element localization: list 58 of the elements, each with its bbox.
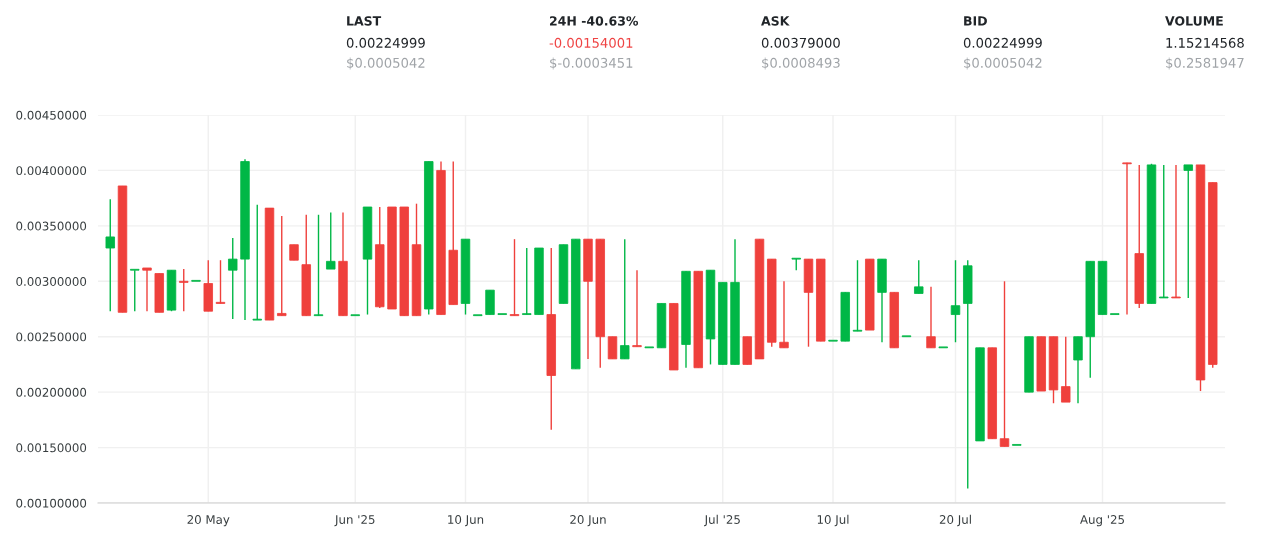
y-tick-label: 0.00400000 xyxy=(16,166,87,176)
y-tick-label: 0.00150000 xyxy=(16,443,87,453)
candlestick xyxy=(228,237,238,320)
text: BID xyxy=(964,16,987,26)
candlestick xyxy=(179,268,189,312)
text: VOLUME xyxy=(1165,16,1223,26)
x-tick-label: 10 Jun xyxy=(448,515,484,527)
candlestick xyxy=(105,198,115,312)
candlestick xyxy=(142,267,152,312)
candlestick xyxy=(1171,164,1181,299)
candlestick xyxy=(1183,164,1193,299)
text: $0.0005042 xyxy=(347,57,425,70)
text: -0.00154001 xyxy=(549,37,633,48)
x-tick-label: 20 Jun xyxy=(570,515,606,527)
x-tick-label: 20 Jul xyxy=(939,514,971,527)
x-tick-label: Jun '25 xyxy=(334,515,375,527)
text: $-0.0003451 xyxy=(550,57,633,70)
text: 0.00224999 xyxy=(963,37,1042,48)
x-tick-label: Aug '25 xyxy=(1080,515,1125,527)
candlestick xyxy=(999,280,1010,448)
text: 24H -40.63% xyxy=(549,16,639,26)
candlestick xyxy=(522,247,532,316)
candlestick xyxy=(509,238,520,317)
text: $0.2581947 xyxy=(1166,57,1244,70)
x-tick-label: Jul '25 xyxy=(704,514,740,527)
candlestick xyxy=(215,259,226,305)
y-tick-label: 0.00350000 xyxy=(16,221,87,231)
candlestick xyxy=(1073,336,1083,404)
y-tick-label: 0.00100000 xyxy=(16,498,87,508)
candlestick xyxy=(607,336,618,360)
y-tick-label: 0.00450000 xyxy=(16,110,87,120)
candlestick xyxy=(130,268,140,312)
candlestick xyxy=(950,259,961,343)
y-tick-label: 0.00250000 xyxy=(16,332,87,342)
candlestick xyxy=(852,259,863,332)
candlestick xyxy=(926,286,936,349)
y-tick-label: 0.00200000 xyxy=(16,387,87,397)
text: ASK xyxy=(761,16,790,26)
text: 1.15214568 xyxy=(1166,37,1244,48)
text: $0.0005042 xyxy=(964,57,1042,70)
candlestick xyxy=(252,204,262,321)
x-tick-label: 20 May xyxy=(187,515,230,527)
candlestick xyxy=(1122,161,1132,316)
candlestick xyxy=(1159,164,1169,299)
candlestick xyxy=(914,259,924,295)
candlestick xyxy=(313,214,324,317)
y-tick-label: 0.00300000 xyxy=(16,277,87,286)
text: LAST xyxy=(347,16,382,26)
candlestick xyxy=(620,238,630,360)
candlestick xyxy=(326,211,336,270)
candlestick xyxy=(632,269,642,348)
text: 0.00379000 xyxy=(761,37,840,48)
x-tick-label: 10 Jul xyxy=(817,514,849,527)
text: $0.0008493 xyxy=(762,57,840,70)
candlestick xyxy=(779,280,789,349)
candlestick xyxy=(277,215,287,317)
candlestick xyxy=(1061,336,1071,403)
text: 0.00224999 xyxy=(346,37,425,48)
